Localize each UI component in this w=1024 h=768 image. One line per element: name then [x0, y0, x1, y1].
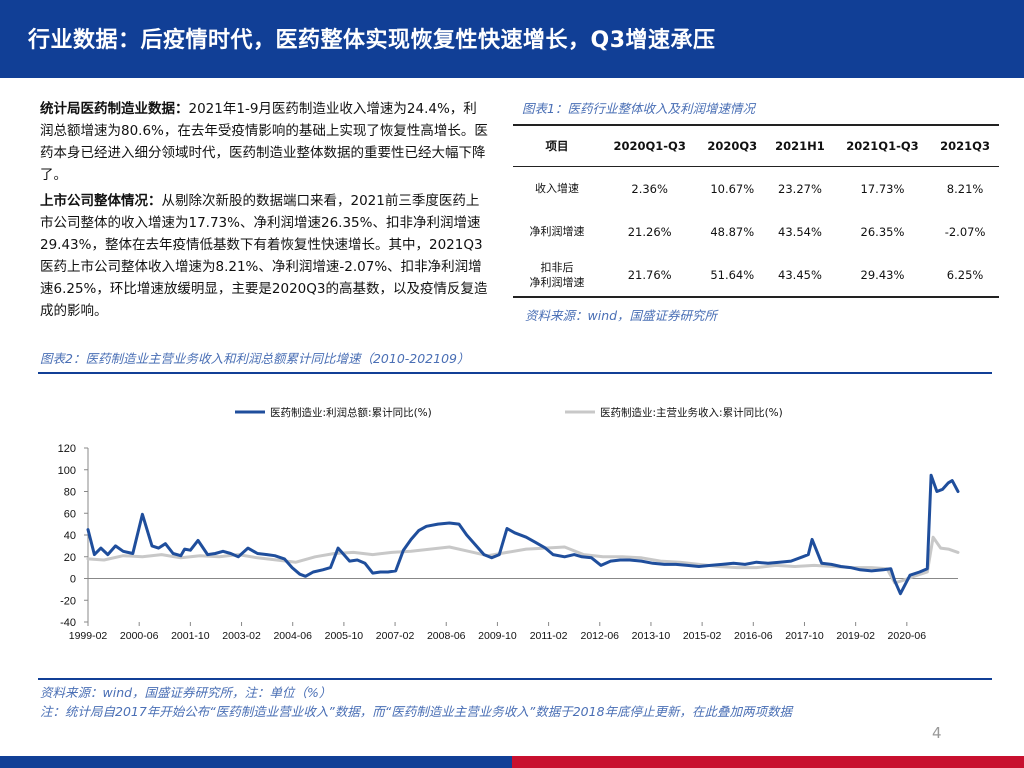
figure-2-note: 注：统计局自2017年开始公布“医药制造业营业收入”数据，而“医药制造业主营业务…: [40, 704, 793, 719]
x-tick-label: 2017-10: [785, 630, 824, 642]
x-tick-label: 2019-02: [836, 630, 875, 642]
x-tick-label: 2012-06: [580, 630, 619, 642]
table-cell: 43.45%: [766, 253, 834, 298]
table-cell: -2.07%: [944, 224, 986, 239]
x-tick-label: 2011-02: [530, 630, 568, 642]
table-row: 扣非后 净利润增速 21.76% 51.64% 43.45% 29.43% 6.2…: [513, 253, 999, 298]
x-tick-label: 2016-06: [734, 630, 773, 642]
page-number: 4: [932, 724, 942, 742]
table-cell: 21.76%: [601, 253, 699, 298]
paragraph-1-body: 2021年1-9月医药制造业收入增速为24.4%，利润总额增速为80.6%，在去…: [40, 101, 488, 183]
table-cell: 10.67%: [710, 181, 755, 196]
figure-2-caption: 图表2：医药制造业主营业务收入和利润总额累计同比增速（2010-202109）: [40, 351, 470, 366]
x-tick-label: 2013-10: [632, 630, 671, 642]
figure-1-source: 资料来源：wind，国盛证券研究所: [525, 308, 718, 323]
x-tick-label: 2001-10: [171, 630, 210, 642]
table-cell: 17.73%: [860, 181, 905, 196]
series-line-profit: [86, 473, 960, 596]
paragraph-2-heading: 上市公司整体情况：: [40, 193, 162, 209]
table-header: 2020Q3: [698, 124, 767, 167]
table-cell: 29.43%: [833, 253, 932, 298]
summary-paragraph-1: 统计局医药制造业数据：2021年1-9月医药制造业收入增速为24.4%，利润总额…: [40, 98, 488, 186]
y-tick-label: 0: [70, 574, 76, 586]
slide-title: 行业数据：后疫情时代，医药整体实现恢复性快速增长，Q3增速承压: [28, 28, 716, 53]
growth-table: 项目 2020Q1-Q3 2020Q3 2021H1 2021Q1-Q3 202…: [513, 124, 999, 298]
row-label-line-2: 净利润增速: [529, 275, 585, 289]
table-header: 2021H1: [766, 124, 834, 167]
table-cell: 51.64%: [698, 253, 767, 298]
x-tick-label: 2015-02: [683, 630, 722, 642]
y-tick-label: -20: [60, 595, 76, 607]
table-cell: 26.35%: [860, 224, 905, 239]
table-header-row: 项目 2020Q1-Q3 2020Q3 2021H1 2021Q1-Q3 202…: [513, 124, 999, 167]
legend-label: 医药制造业:主营业务收入:累计同比(%): [600, 406, 783, 419]
table-row: 净利润增速 21.26% 48.87% 43.54% 26.35% -2.07%: [513, 210, 999, 253]
x-tick-label: 2000-06: [120, 630, 159, 642]
y-tick-label: 80: [64, 487, 76, 499]
table-cell: 6.25%: [931, 253, 999, 298]
table-header: 2020Q1-Q3: [601, 124, 699, 167]
table-cell: 43.54%: [778, 224, 822, 239]
paragraph-1-heading: 统计局医药制造业数据：: [40, 101, 189, 117]
y-tick-label: 60: [64, 508, 76, 520]
x-tick-label: 2020-06: [888, 630, 927, 642]
summary-paragraph-2: 上市公司整体情况：从剔除次新股的数据端口来看，2021前三季度医药上市公司整体的…: [40, 190, 488, 322]
table-row: 收入增速 2.36% 10.67% 23.27% 17.73% 8.21%: [513, 167, 999, 211]
x-tick-label: 2009-10: [478, 630, 517, 642]
x-tick-label: 2008-06: [427, 630, 466, 642]
footer-bar-red: [512, 756, 1024, 768]
table-header: 项目: [513, 124, 601, 167]
table-cell: 2.36%: [631, 181, 668, 196]
row-label: 扣非后 净利润增速: [513, 253, 601, 298]
x-tick-label: 2005-10: [325, 630, 364, 642]
x-tick-label: 1999-02: [69, 630, 108, 642]
legend-label: 医药制造业:利润总额:累计同比(%): [270, 406, 432, 419]
summary-text: 统计局医药制造业数据：2021年1-9月医药制造业收入增速为24.4%，利润总额…: [40, 98, 488, 326]
y-tick-label: 20: [64, 552, 76, 564]
footer-bar-blue: [0, 756, 512, 768]
row-label: 收入增速: [535, 182, 579, 195]
row-label: 净利润增速: [529, 225, 585, 238]
figure-1-caption: 图表1：医药行业整体收入及利润增速情况: [522, 101, 755, 116]
table-cell: 23.27%: [778, 181, 822, 196]
table-header: 2021Q3: [931, 124, 999, 167]
table-cell: 21.26%: [627, 224, 672, 239]
y-tick-label: 100: [58, 465, 76, 477]
header-bar: 行业数据：后疫情时代，医药整体实现恢复性快速增长，Q3增速承压: [0, 0, 1024, 78]
series-line-revenue: [86, 535, 960, 585]
y-tick-label: -40: [60, 617, 76, 629]
y-tick-label: 40: [64, 530, 76, 542]
x-tick-label: 2003-02: [222, 630, 261, 642]
growth-line-chart: -40 -20 0 20 40 60 80 100 120 1999-02 2000-06 2001-…: [58, 406, 960, 642]
paragraph-2-body: 从剔除次新股的数据端口来看，2021前三季度医药上市公司整体的收入增速为17.7…: [40, 193, 488, 319]
divider: [38, 678, 992, 680]
table-header: 2021Q1-Q3: [833, 124, 932, 167]
figure-2-source: 资料来源：wind，国盛证券研究所，注：单位（%）: [40, 685, 332, 700]
y-tick-label: 120: [58, 443, 76, 455]
table-cell: 8.21%: [946, 181, 984, 196]
table-cell: 48.87%: [710, 224, 755, 239]
divider: [38, 372, 992, 374]
x-tick-label: 2007-02: [376, 630, 415, 642]
row-label-line-1: 扣非后: [540, 260, 574, 274]
x-tick-label: 2004-06: [273, 630, 312, 642]
